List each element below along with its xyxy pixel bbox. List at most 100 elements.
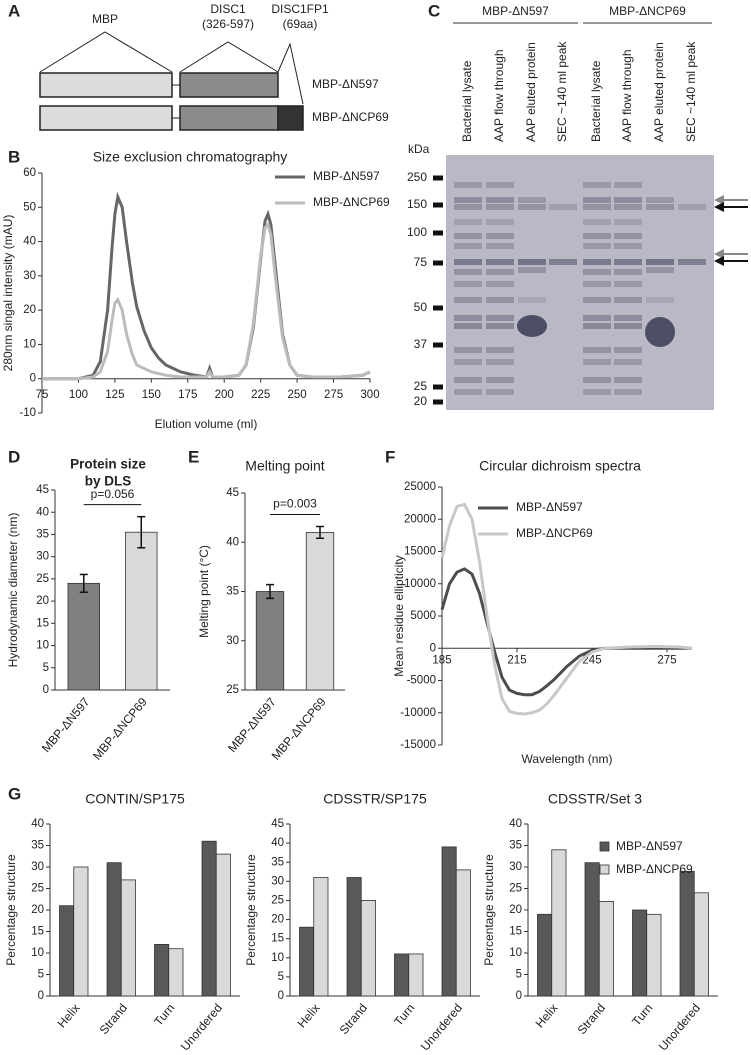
marker-label: 20 [414,394,428,408]
bar [120,879,136,997]
x-tick-label: Unordered [656,1001,703,1053]
error-bar [266,583,274,600]
band [614,323,642,329]
band [614,182,642,188]
x-tick-label: Turn [391,1001,417,1029]
domain-label: DISC1FP1 [271,2,329,16]
x-tick-label: 250 [288,389,307,401]
band [454,204,482,210]
bar [168,948,184,997]
band [646,297,674,303]
band [518,197,546,203]
band [454,259,482,265]
series-line [440,502,693,716]
y-axis-title: Percentage structure [244,854,258,966]
y-axis-title: Mean residue ellipticity [392,555,406,676]
y-tick-label: 5000 [410,610,436,622]
lane-label: AAP eluted protein [524,42,538,142]
gel-lane [678,204,706,265]
annotation: p=0.003 [273,497,317,511]
fp1-domain [277,105,304,131]
bar [346,877,362,997]
y-tick-label: -15000 [400,739,436,751]
lane-label: AAP eluted protein [652,42,666,142]
x-tick-label: MBP-ΔN597 [225,695,279,755]
y-tick-label: 35 [31,840,44,852]
band [454,377,482,383]
y-tick-label: 0 [43,684,49,696]
domain-label: MBP [92,12,118,26]
y-tick-label: 25000 [404,481,436,493]
band [549,204,577,210]
gel-group: MBP-ΔNCP69 [609,4,686,18]
x-tick-label: 225 [251,389,270,401]
lane-label: AAP flow through [620,49,634,142]
band [454,182,482,188]
y-tick-label: 30 [23,270,36,282]
bar [305,532,335,691]
y-tick-label: 0 [516,990,522,1002]
y-tick-label: 0 [278,990,284,1002]
bar [73,866,89,997]
band [614,315,642,321]
legend-swatch [599,864,610,875]
band [454,315,482,321]
x-tick-label: Turn [629,1001,655,1029]
legend-label: MBP-ΔNCP69 [313,195,390,209]
y-tick-label: 30 [31,861,44,873]
band [583,297,611,303]
band [486,377,514,383]
chart-title: CDSSTR/Set 3 [548,791,642,807]
x-tick-label: 275 [657,654,676,666]
band [614,243,642,249]
marker-label: 50 [414,300,428,314]
band [486,315,514,321]
annotation: p=0.056 [91,487,135,501]
band [646,267,674,273]
marker-label: 150 [407,197,427,211]
y-tick-label: 10 [271,952,284,964]
band [454,233,482,239]
x-tick-label: Turn [151,1001,177,1029]
mbp-domain [39,72,173,98]
x-tick-label: Unordered [178,1001,225,1053]
lane-label: AAP flow through [492,49,506,142]
y-tick-label: 5 [43,662,49,674]
band [646,259,674,265]
bar [598,901,614,997]
band [614,297,642,303]
gel-lane [645,197,675,347]
band [614,389,642,395]
chart-title: by DLS [85,474,132,489]
y-tick-label: 35 [36,528,49,540]
y-tick-label: 40 [509,818,522,830]
y-tick-label: 35 [226,586,239,598]
band [583,233,611,239]
band [486,219,514,225]
domain-label: DISC1 [210,2,246,16]
marker-label: 250 [407,170,427,184]
marker-label: 25 [414,379,428,393]
bar [215,853,231,997]
band [583,197,611,203]
band [583,204,611,210]
band [646,197,674,203]
y-tick-label: 5 [278,971,284,983]
panel-label: B [8,147,20,166]
y-tick-label: 25 [36,573,49,585]
band [454,359,482,365]
bracket [39,31,173,73]
band [614,269,642,275]
band [454,323,482,329]
legend-label: MBP-ΔNCP69 [616,862,693,876]
band [454,197,482,203]
series-line [42,191,371,381]
band [614,377,642,383]
y-axis-title: Percentage structure [482,854,496,966]
disc1-domain [179,105,279,131]
band [614,197,642,203]
marker-tick [433,260,443,266]
y-tick-label: 45 [226,487,239,499]
arrowhead [714,202,724,212]
